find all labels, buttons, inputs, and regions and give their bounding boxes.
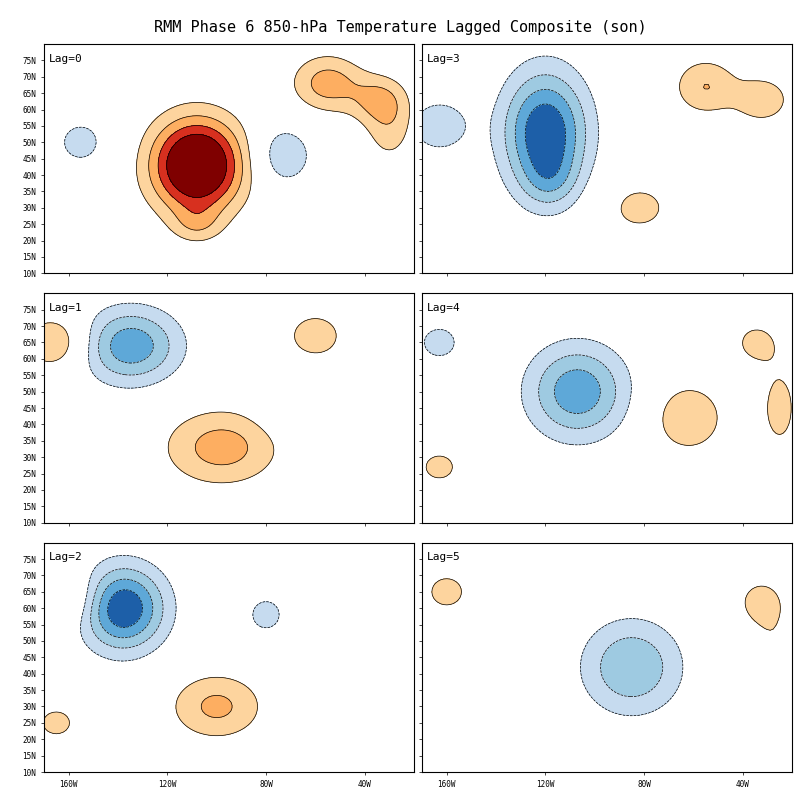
Text: Lag=2: Lag=2 bbox=[49, 553, 82, 562]
Text: Lag=0: Lag=0 bbox=[49, 54, 82, 64]
Text: Lag=1: Lag=1 bbox=[49, 303, 82, 313]
Text: Lag=4: Lag=4 bbox=[427, 303, 461, 313]
Text: Lag=5: Lag=5 bbox=[427, 553, 461, 562]
Text: RMM Phase 6 850-hPa Temperature Lagged Composite (son): RMM Phase 6 850-hPa Temperature Lagged C… bbox=[154, 20, 646, 35]
Text: Lag=3: Lag=3 bbox=[427, 54, 461, 64]
